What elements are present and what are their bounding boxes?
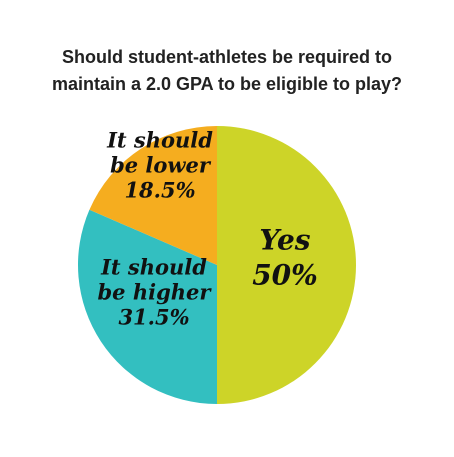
- slice-yes-label: Yes 50%: [252, 223, 318, 291]
- slice-higher-label-line: It should: [100, 254, 207, 279]
- slice-lower-label-line: 18.5%: [124, 177, 195, 202]
- slice-higher-label: It should be higher 31.5%: [98, 254, 213, 329]
- chart-title: Should student-athletes be required to m…: [0, 44, 454, 98]
- slice-yes-label-line: 50%: [252, 258, 318, 291]
- slice-lower: [89, 126, 217, 265]
- slice-lower-label: It should be lower 18.5%: [106, 127, 213, 202]
- slice-lower-label-line: be lower: [110, 152, 212, 177]
- slice-higher-label-line: be higher: [98, 279, 213, 304]
- slice-lower-label-line: It should: [106, 127, 213, 152]
- slice-higher: [77, 209, 217, 404]
- slice-yes: [217, 126, 356, 404]
- chart-title-line-2: maintain a 2.0 GPA to be eligible to pla…: [51, 74, 403, 94]
- slice-yes-label-line: Yes: [259, 223, 310, 256]
- slice-higher-label-line: 31.5%: [118, 304, 189, 329]
- chart-title-line-1: Should student-athletes be required to: [61, 47, 393, 67]
